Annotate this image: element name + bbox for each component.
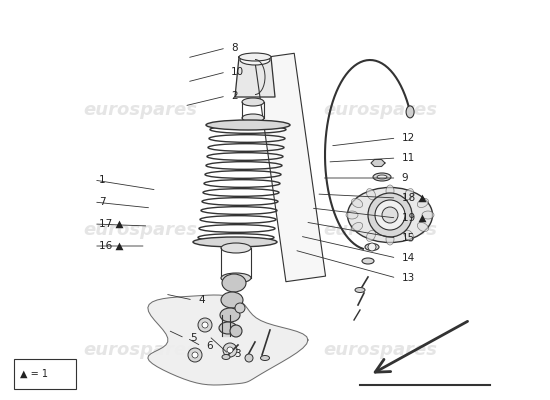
Circle shape xyxy=(198,318,212,332)
Text: 17 ▲: 17 ▲ xyxy=(99,219,124,229)
Ellipse shape xyxy=(366,230,376,241)
Text: eurospares: eurospares xyxy=(323,221,437,239)
Ellipse shape xyxy=(351,198,362,208)
Ellipse shape xyxy=(404,189,414,200)
Text: 6: 6 xyxy=(206,341,213,351)
Ellipse shape xyxy=(348,188,432,242)
Circle shape xyxy=(192,352,198,358)
Text: 15: 15 xyxy=(402,233,415,243)
Circle shape xyxy=(202,322,208,328)
Ellipse shape xyxy=(221,292,243,308)
Text: 1: 1 xyxy=(99,175,106,185)
Circle shape xyxy=(375,200,405,230)
Ellipse shape xyxy=(206,120,290,130)
Text: eurospares: eurospares xyxy=(83,101,197,119)
Text: 10: 10 xyxy=(231,67,244,77)
Ellipse shape xyxy=(386,233,394,245)
Ellipse shape xyxy=(386,185,394,197)
Polygon shape xyxy=(235,57,275,97)
Ellipse shape xyxy=(261,356,270,360)
Ellipse shape xyxy=(417,198,428,208)
Text: ▲ = 1: ▲ = 1 xyxy=(20,369,48,379)
Text: 16 ▲: 16 ▲ xyxy=(99,241,124,251)
Polygon shape xyxy=(371,160,385,166)
Circle shape xyxy=(235,303,245,313)
Ellipse shape xyxy=(404,230,414,241)
Ellipse shape xyxy=(221,273,251,283)
Text: 7: 7 xyxy=(99,197,106,207)
Ellipse shape xyxy=(366,189,376,200)
Ellipse shape xyxy=(417,222,428,232)
Text: 9: 9 xyxy=(402,173,408,183)
Text: 3: 3 xyxy=(234,349,240,359)
Ellipse shape xyxy=(220,308,240,322)
Ellipse shape xyxy=(239,53,271,61)
Circle shape xyxy=(230,325,242,337)
Text: 11: 11 xyxy=(402,153,415,163)
Circle shape xyxy=(223,343,237,357)
Polygon shape xyxy=(148,295,308,385)
Ellipse shape xyxy=(351,222,362,232)
Text: eurospares: eurospares xyxy=(323,101,437,119)
Ellipse shape xyxy=(240,55,270,65)
Text: 18 ▲: 18 ▲ xyxy=(402,193,426,203)
Text: 4: 4 xyxy=(198,295,205,305)
Ellipse shape xyxy=(355,288,365,292)
Circle shape xyxy=(245,354,253,362)
Ellipse shape xyxy=(221,243,251,253)
Text: 5: 5 xyxy=(190,333,196,343)
Ellipse shape xyxy=(242,98,264,106)
Ellipse shape xyxy=(362,258,374,264)
Ellipse shape xyxy=(193,237,277,247)
Circle shape xyxy=(382,207,398,223)
Circle shape xyxy=(227,347,233,353)
Ellipse shape xyxy=(377,175,387,179)
Ellipse shape xyxy=(406,106,414,118)
Text: 13: 13 xyxy=(402,273,415,283)
Ellipse shape xyxy=(242,114,264,122)
Ellipse shape xyxy=(346,211,358,219)
Polygon shape xyxy=(255,53,326,282)
Ellipse shape xyxy=(373,173,391,181)
Text: eurospares: eurospares xyxy=(83,221,197,239)
Text: 8: 8 xyxy=(231,43,238,53)
Polygon shape xyxy=(222,315,230,336)
Ellipse shape xyxy=(222,274,246,292)
Text: eurospares: eurospares xyxy=(323,341,437,359)
Text: 12: 12 xyxy=(402,133,415,143)
Circle shape xyxy=(368,193,412,237)
Text: 19 ▲: 19 ▲ xyxy=(402,213,426,223)
Circle shape xyxy=(368,243,376,251)
Text: 2: 2 xyxy=(231,91,238,101)
Text: eurospares: eurospares xyxy=(83,341,197,359)
Text: 14: 14 xyxy=(402,253,415,263)
Circle shape xyxy=(188,348,202,362)
Ellipse shape xyxy=(365,244,379,250)
Ellipse shape xyxy=(422,211,434,219)
Ellipse shape xyxy=(222,354,230,360)
Ellipse shape xyxy=(219,322,237,334)
FancyBboxPatch shape xyxy=(14,359,76,389)
